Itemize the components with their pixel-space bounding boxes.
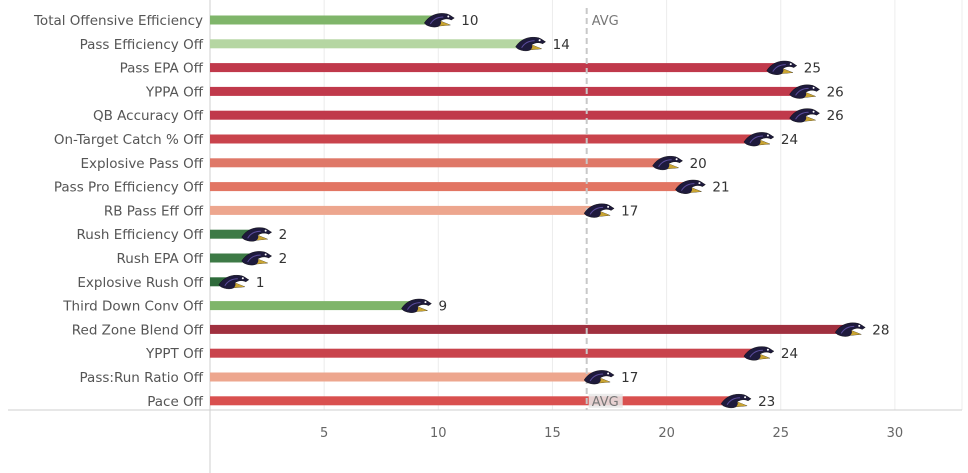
- bar: [210, 348, 758, 358]
- value-label: 17: [621, 203, 638, 219]
- value-label: 2: [279, 251, 288, 267]
- bar: [210, 229, 256, 239]
- ravens-logo-icon: [834, 322, 866, 337]
- avg-label-top: AVG: [592, 14, 619, 29]
- ravens-logo-icon: [789, 84, 820, 99]
- bar: [210, 396, 736, 406]
- value-label: 17: [621, 370, 638, 386]
- ravens-logo-icon: [424, 13, 455, 28]
- value-label: 9: [438, 299, 447, 315]
- ravens-logo-icon: [789, 108, 820, 123]
- value-label: 28: [872, 322, 889, 338]
- ravens-logo-icon: [241, 251, 273, 266]
- ravens-logo-icon: [401, 298, 432, 313]
- bars: [210, 15, 850, 406]
- bar: [210, 372, 599, 382]
- category-label: Pace Off: [147, 394, 203, 410]
- ravens-logo-icon: [743, 346, 775, 361]
- category-label: RB Pass Eff Off: [104, 203, 204, 219]
- bar: [210, 158, 667, 168]
- bar: [210, 324, 850, 334]
- ravens-logo-icon: [766, 60, 798, 75]
- category-label: YPPA Off: [145, 84, 204, 100]
- ravens-logo-icon: [515, 37, 547, 52]
- value-label: 24: [781, 132, 798, 148]
- bar: [210, 86, 804, 96]
- value-label: 2: [279, 227, 288, 243]
- x-tick-label: 5: [320, 426, 328, 441]
- value-label: 23: [758, 394, 775, 410]
- value-label: 10: [461, 13, 478, 29]
- category-label: Rush Efficiency Off: [77, 227, 204, 243]
- bar: [210, 253, 256, 263]
- ravens-logo-icon: [241, 227, 273, 242]
- x-tick-label: 25: [772, 426, 789, 441]
- ravens-logo-icon: [743, 132, 775, 147]
- category-label: Pass:Run Ratio Off: [80, 370, 204, 386]
- category-label: Pass Efficiency Off: [80, 37, 204, 53]
- value-label: 20: [690, 156, 707, 172]
- value-label: 21: [712, 180, 729, 196]
- logo-icons: [218, 13, 866, 409]
- category-label: Pass Pro Efficiency Off: [54, 180, 204, 196]
- category-label: Red Zone Blend Off: [72, 322, 204, 338]
- ravens-logo-icon: [652, 156, 683, 171]
- bar: [210, 205, 599, 215]
- category-label: YPPT Off: [145, 346, 204, 362]
- bar: [210, 15, 439, 25]
- value-label: 26: [827, 84, 844, 100]
- ravens-logo-icon: [583, 203, 615, 218]
- x-tick-label: 30: [887, 426, 904, 441]
- bar: [210, 63, 781, 73]
- ravens-logo-icon: [720, 394, 752, 409]
- value-label: 26: [827, 108, 844, 124]
- category-label: Explosive Pass Off: [80, 156, 203, 172]
- value-label: 24: [781, 346, 798, 362]
- bar: [210, 301, 416, 311]
- bar: [210, 182, 690, 192]
- labels: Total Offensive Efficiency 10 Pass Efficie…: [33, 13, 889, 410]
- value-label: 14: [553, 37, 570, 53]
- x-tick-label: 20: [658, 426, 675, 441]
- avg-reference: AVG AVG: [585, 8, 623, 410]
- bar: [210, 134, 758, 144]
- x-tick-label: 10: [430, 426, 447, 441]
- value-label: 25: [804, 61, 821, 77]
- category-label: Explosive Rush Off: [77, 275, 203, 291]
- ravens-logo-icon: [218, 275, 250, 290]
- category-label: Rush EPA Off: [117, 251, 204, 267]
- avg-label-bottom-bg: [588, 393, 623, 408]
- ravens-logo-icon: [675, 179, 706, 194]
- ravens-logo-icon: [583, 370, 615, 385]
- category-label: Third Down Conv Off: [62, 299, 203, 315]
- value-label: 1: [256, 275, 265, 291]
- category-label: Total Offensive Efficiency: [33, 13, 203, 29]
- x-tick-label: 15: [544, 426, 561, 441]
- category-label: On-Target Catch % Off: [54, 132, 204, 148]
- grid-lines: [323, 0, 963, 410]
- category-label: Pass EPA Off: [120, 61, 204, 77]
- category-label: QB Accuracy Off: [93, 108, 204, 124]
- bar: [210, 110, 804, 120]
- avg-label-bottom: AVG: [592, 395, 619, 410]
- bar: [210, 39, 530, 49]
- tick-labels: 5 10 15 20 25 30: [320, 426, 903, 441]
